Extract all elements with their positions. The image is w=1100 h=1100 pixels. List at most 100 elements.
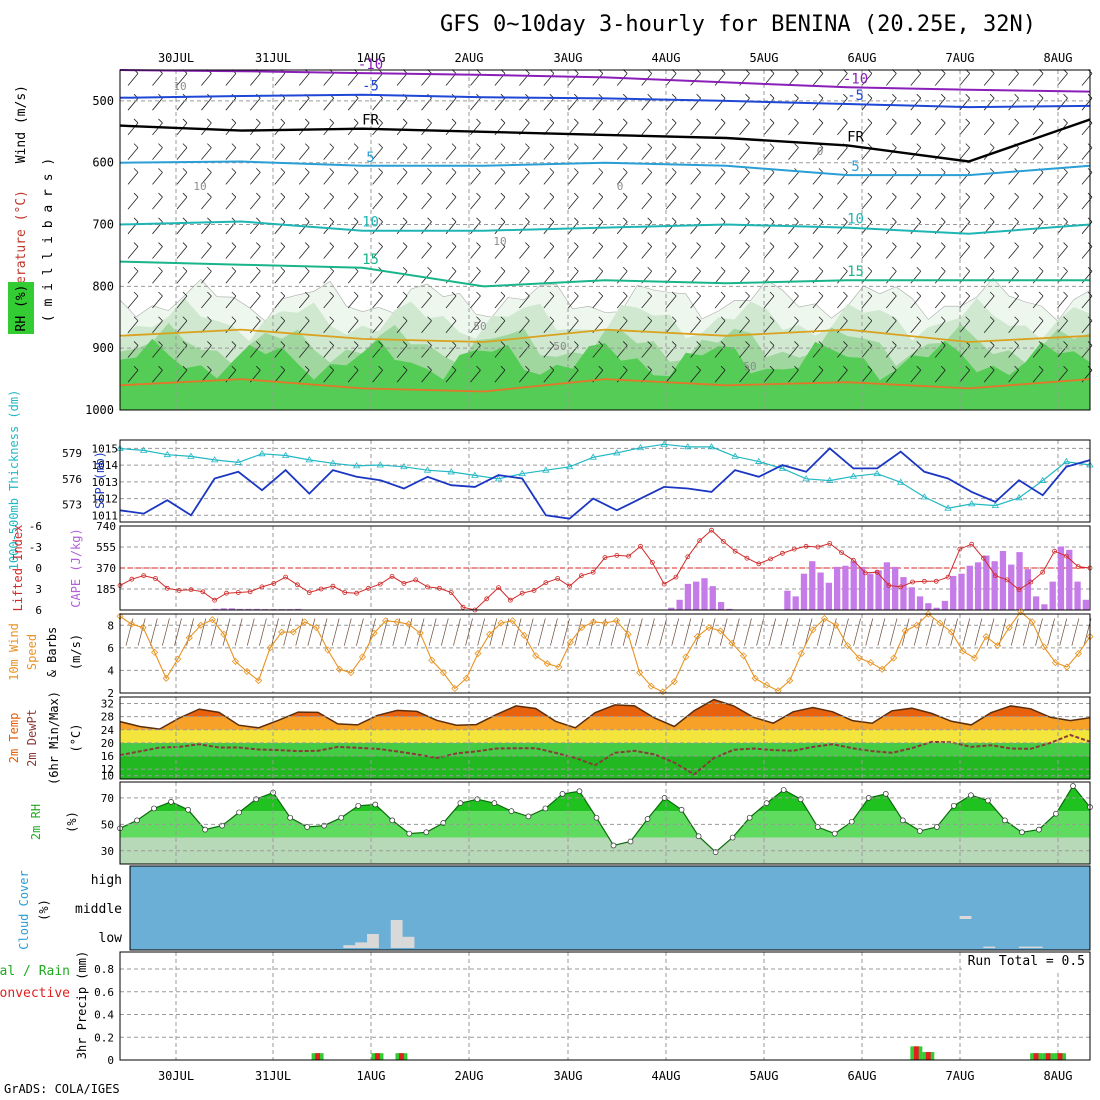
- wind-barb: [714, 345, 726, 358]
- wind-barb: [886, 147, 897, 160]
- cape-bar: [817, 572, 824, 610]
- wind-barb: [445, 196, 457, 210]
- wind-barb-flag: [696, 143, 701, 148]
- wind-barb: [592, 246, 604, 259]
- wind10m-barb: [1010, 618, 1019, 646]
- wind-barb-flag: [769, 93, 775, 99]
- wind-barb-flag: [182, 242, 188, 247]
- thickness-point: [1038, 476, 1047, 483]
- wind10m-point: [324, 646, 332, 654]
- wind-barb-flag: [892, 168, 897, 173]
- wind-barb: [201, 172, 212, 185]
- wind10m-barb: [125, 618, 134, 646]
- wind-barb: [470, 172, 481, 185]
- wind-barb-flag: [867, 291, 873, 297]
- wind-barb-flag: [965, 93, 970, 99]
- wind-barb: [983, 97, 995, 111]
- wind-barb: [494, 221, 506, 235]
- thickness-point: [755, 457, 763, 464]
- wind-barb: [568, 73, 579, 86]
- wind-barb-flag: [794, 242, 799, 247]
- wind-barb: [1008, 271, 1019, 284]
- wind-barb: [152, 295, 163, 309]
- temperature-contour-5: [119, 160, 1091, 177]
- temperature-contour-label-10: 10: [847, 212, 864, 228]
- wind-barb: [714, 196, 726, 210]
- rh-point: [644, 816, 651, 822]
- wind10m-barb: [295, 618, 304, 646]
- date-label-top-1AUG: 1AUG: [357, 51, 386, 65]
- wind-barb: [714, 295, 726, 309]
- li-point: [614, 553, 620, 558]
- pressure-tick-800: 800: [92, 279, 114, 293]
- wind-barb: [690, 196, 701, 210]
- wind-barb-flag: [622, 365, 628, 371]
- wind-barb-flag: [231, 192, 237, 198]
- wind-barb: [225, 147, 237, 160]
- wind-barb: [1057, 271, 1068, 284]
- wind-barb: [543, 271, 555, 284]
- wind-barb: [274, 345, 286, 358]
- wind-barb-flag: [451, 365, 457, 371]
- wind-barb: [347, 271, 359, 284]
- wind-barb: [592, 147, 604, 160]
- li-point: [235, 590, 241, 595]
- wind-barb: [250, 147, 261, 160]
- wind-barb-flag: [745, 143, 750, 148]
- wind-barb-flag: [818, 266, 824, 272]
- wind-barb: [225, 246, 237, 259]
- cape-bar: [1057, 546, 1065, 610]
- wind10m-barb: [671, 618, 680, 646]
- wind-barb: [837, 122, 848, 136]
- wind-barb-flag: [1038, 143, 1044, 148]
- wind-barb: [470, 147, 481, 160]
- wind-barb: [641, 122, 652, 136]
- thickness-point: [187, 452, 195, 459]
- wind10m-point: [763, 681, 771, 689]
- wind-barb: [298, 369, 310, 383]
- wind10m-point: [139, 623, 147, 632]
- wind-barb-flag: [622, 266, 628, 272]
- wind10m-barb: [586, 618, 595, 646]
- wind10m-speed-line: [119, 610, 1091, 693]
- wind-barb: [616, 196, 628, 210]
- thickness-tick-579: 579: [62, 447, 82, 460]
- wind-barb-flag: [843, 266, 848, 272]
- wind-barb-flag: [940, 143, 946, 148]
- wind-barb-flag: [133, 242, 139, 247]
- rh-point: [729, 834, 736, 841]
- wind-barb: [519, 246, 530, 259]
- cape-tick-555: 555: [96, 541, 116, 554]
- rh-point: [780, 787, 787, 793]
- wind-barb: [910, 122, 922, 136]
- wind-barb-flag: [916, 118, 922, 124]
- wind-barb-flag: [256, 266, 261, 272]
- temp-tick-16: 16: [101, 750, 114, 763]
- wind-barb-flag: [207, 168, 212, 173]
- wind10m-point: [185, 634, 193, 642]
- rh-point: [202, 826, 208, 833]
- wind-barb-flag: [989, 118, 995, 124]
- wind-barb-flag: [1063, 316, 1068, 322]
- wind-barb-flag: [329, 143, 334, 148]
- run-total-box: [962, 952, 1090, 970]
- wind-barb-flag: [745, 316, 750, 322]
- wind-barb: [568, 97, 579, 111]
- wind-barb-flag: [500, 316, 506, 322]
- wind-barb: [714, 73, 726, 86]
- wind10m-point: [474, 649, 482, 658]
- wind-barb: [396, 97, 408, 111]
- wind-barb-flag: [280, 118, 286, 124]
- wind-barb-flag: [720, 168, 726, 173]
- date-label-bottom-8AUG: 8AUG: [1044, 1069, 1073, 1083]
- wind-barb-flag: [598, 242, 604, 247]
- wind-barb-flag: [427, 192, 432, 198]
- wind-barb: [152, 147, 163, 160]
- cape-bar: [925, 603, 932, 610]
- wind-barb: [763, 246, 775, 259]
- wind-barb-flag: [158, 266, 163, 272]
- li-point: [318, 586, 324, 592]
- cape-bar: [220, 608, 227, 610]
- wind-barb-flag: [720, 291, 726, 297]
- wind-barb: [543, 320, 555, 333]
